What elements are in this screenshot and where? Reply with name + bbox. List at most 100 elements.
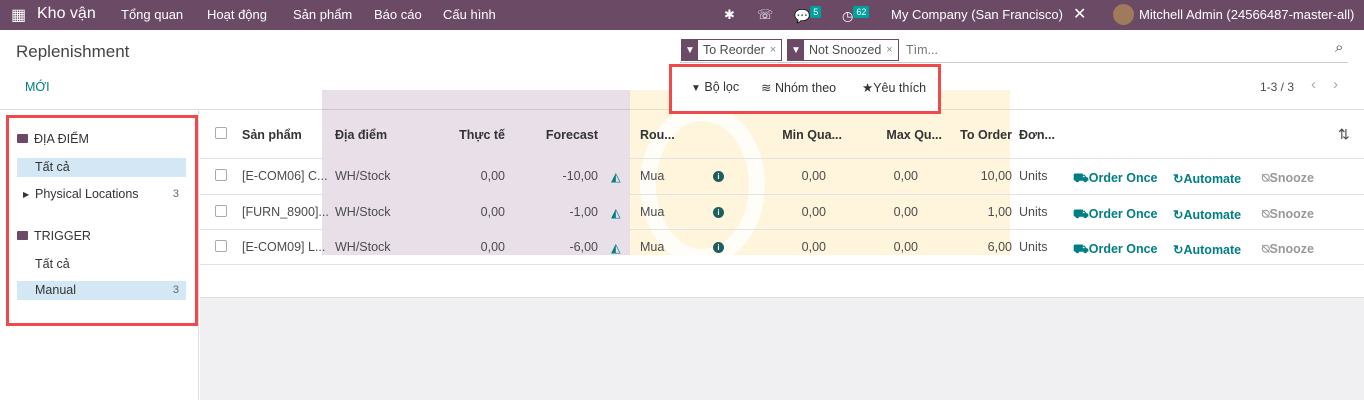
menu-hoat-dong[interactable]: Hoạt động bbox=[207, 7, 267, 22]
onhand-cell: 0,00 bbox=[480, 169, 505, 183]
table-row[interactable] bbox=[200, 194, 1364, 229]
route-cell: Mua bbox=[640, 169, 665, 183]
facet-label: Not Snoozed bbox=[809, 43, 882, 57]
info-icon[interactable]: i bbox=[713, 207, 724, 218]
count: 3 bbox=[172, 284, 179, 296]
table-row[interactable] bbox=[200, 158, 1364, 193]
group-by-button[interactable]: ≋ Nhóm theo bbox=[761, 80, 836, 95]
col-min[interactable]: Min Qua... bbox=[782, 128, 842, 142]
forecast-graph-icon[interactable]: ◭ bbox=[611, 241, 621, 255]
app-name[interactable]: Kho vận bbox=[37, 5, 96, 22]
folder-icon bbox=[17, 231, 28, 240]
facet-label: To Reorder bbox=[703, 43, 765, 57]
automate-button[interactable]: ↻Automate bbox=[1173, 243, 1242, 257]
menu-cau-hinh[interactable]: Cấu hình bbox=[443, 7, 496, 22]
col-route[interactable]: Rou... bbox=[640, 128, 675, 142]
phone-icon[interactable]: ☏ bbox=[757, 7, 774, 22]
location-physical[interactable]: ▶ Physical Locations 3 bbox=[17, 185, 186, 204]
col-uom[interactable]: Đơn... bbox=[1019, 128, 1055, 142]
remove-facet-icon[interactable]: × bbox=[886, 44, 893, 56]
new-button[interactable]: MỚI bbox=[25, 80, 50, 94]
layers-icon: ≋ bbox=[761, 81, 772, 95]
col-max[interactable]: Max Qu... bbox=[886, 128, 942, 142]
activity-icon[interactable]: ◷ 62 bbox=[842, 6, 870, 24]
automate-button[interactable]: ↻Automate bbox=[1173, 172, 1242, 186]
bell-slash-icon: ⍉ bbox=[1262, 171, 1270, 185]
facet-to-reorder[interactable]: ▼ To Reorder × bbox=[681, 39, 783, 61]
row-checkbox[interactable] bbox=[215, 169, 227, 181]
search-input[interactable] bbox=[906, 40, 1326, 60]
max-cell: 0,00 bbox=[893, 240, 918, 254]
onhand-cell: 0,00 bbox=[480, 205, 505, 219]
filter-icon: ▼ bbox=[691, 83, 701, 94]
snooze-button[interactable]: ⍉Snooze bbox=[1262, 171, 1314, 185]
bell-slash-icon: ⍉ bbox=[1262, 242, 1270, 256]
min-cell: 0,00 bbox=[801, 169, 826, 183]
search-icon[interactable]: ⌕ bbox=[1335, 39, 1344, 56]
order-once-button[interactable]: ⛟Order Once bbox=[1073, 242, 1158, 256]
trigger-all[interactable]: Tất cả bbox=[35, 257, 70, 271]
tools-icon[interactable]: ✕ bbox=[1073, 6, 1087, 23]
min-cell: 0,00 bbox=[801, 240, 826, 254]
refresh-icon: ↻ bbox=[1173, 208, 1184, 222]
snooze-button[interactable]: ⍉Snooze bbox=[1262, 207, 1314, 221]
order-once-button[interactable]: ⛟Order Once bbox=[1073, 171, 1158, 185]
star-icon: ★ bbox=[862, 81, 874, 95]
menu-san-pham[interactable]: Sản phẩm bbox=[293, 7, 353, 22]
product-cell[interactable]: [E-COM09] L... bbox=[242, 240, 326, 254]
messages-badge: 5 bbox=[810, 6, 822, 18]
row-checkbox[interactable] bbox=[215, 205, 227, 217]
location-cell: WH/Stock bbox=[335, 169, 391, 183]
menu-tong-quan[interactable]: Tổng quan bbox=[121, 7, 184, 22]
facet-not-snoozed[interactable]: ▼ Not Snoozed × bbox=[787, 39, 899, 61]
col-product[interactable]: Sản phẩm bbox=[242, 128, 302, 142]
uom-cell: Units bbox=[1019, 205, 1048, 219]
row-checkbox[interactable] bbox=[215, 240, 227, 252]
pager-next-icon[interactable]: › bbox=[1333, 76, 1338, 93]
caret-right-icon[interactable]: ▶ bbox=[23, 190, 30, 199]
debug-icon[interactable]: ✱ bbox=[724, 7, 735, 22]
favorites-button[interactable]: ★Yêu thích bbox=[862, 80, 926, 95]
select-all-checkbox[interactable] bbox=[215, 127, 227, 139]
uom-cell: Units bbox=[1019, 169, 1048, 183]
search-underline bbox=[680, 62, 1348, 63]
apps-menu-icon[interactable]: ▦ bbox=[11, 7, 27, 24]
forecast-graph-icon[interactable]: ◭ bbox=[611, 206, 621, 220]
filter-icon: ▼ bbox=[788, 40, 804, 60]
automate-button[interactable]: ↻Automate bbox=[1173, 208, 1242, 222]
table-row[interactable] bbox=[200, 229, 1364, 265]
refresh-icon: ↻ bbox=[1173, 243, 1184, 257]
order-once-button[interactable]: ⛟Order Once bbox=[1073, 207, 1158, 221]
location-all[interactable]: Tất cả bbox=[17, 158, 186, 177]
menu-bao-cao[interactable]: Báo cáo bbox=[374, 7, 422, 22]
forecast-graph-icon[interactable]: ◭ bbox=[611, 170, 621, 184]
product-cell[interactable]: [FURN_8900]... bbox=[242, 205, 329, 219]
optional-columns-icon[interactable]: ⇅ bbox=[1338, 126, 1350, 142]
truck-icon: ⛟ bbox=[1073, 171, 1089, 185]
route-cell: Mua bbox=[640, 205, 665, 219]
min-cell: 0,00 bbox=[801, 205, 826, 219]
info-icon[interactable]: i bbox=[713, 171, 724, 182]
col-location[interactable]: Địa điểm bbox=[335, 128, 388, 142]
company-switcher[interactable]: My Company (San Francisco) bbox=[891, 7, 1063, 22]
col-onhand[interactable]: Thực tế bbox=[459, 128, 505, 142]
watermark-left bbox=[322, 90, 630, 255]
truck-icon: ⛟ bbox=[1073, 207, 1089, 221]
trigger-manual[interactable]: Manual 3 bbox=[17, 281, 186, 300]
avatar[interactable] bbox=[1113, 4, 1134, 25]
messages-icon[interactable]: 💬 5 bbox=[794, 6, 822, 24]
col-forecast[interactable]: Forecast bbox=[545, 128, 598, 142]
pager-value: 1-3 / 3 bbox=[1260, 80, 1295, 94]
filter-button[interactable]: ▼ Bộ lọc bbox=[691, 80, 739, 94]
page-title: Replenishment bbox=[16, 42, 130, 61]
bell-slash-icon: ⍉ bbox=[1262, 207, 1270, 221]
activity-badge: 62 bbox=[853, 6, 870, 18]
info-icon[interactable]: i bbox=[713, 242, 724, 253]
pager-prev-icon[interactable]: ‹ bbox=[1311, 76, 1316, 93]
location-cell: WH/Stock bbox=[335, 240, 391, 254]
user-menu[interactable]: Mitchell Admin (24566487-master-all) bbox=[1139, 7, 1355, 22]
snooze-button[interactable]: ⍉Snooze bbox=[1262, 242, 1314, 256]
remove-facet-icon[interactable]: × bbox=[769, 44, 777, 56]
col-to-order[interactable]: To Order bbox=[960, 128, 1012, 142]
product-cell[interactable]: [E-COM06] C... bbox=[242, 169, 328, 183]
